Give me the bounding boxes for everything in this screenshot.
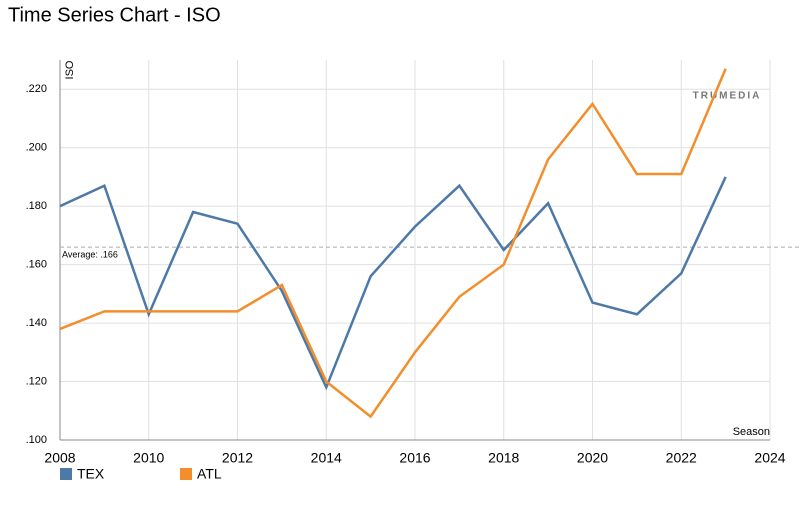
- x-tick-label: 2024: [754, 450, 785, 466]
- x-tick-label: 2014: [311, 450, 342, 466]
- x-tick-label: 2012: [222, 450, 253, 466]
- series-line: [59, 68, 727, 419]
- y-tick-label: .220: [26, 83, 47, 95]
- y-axis-title: ISO: [64, 60, 76, 79]
- x-tick-label: 2022: [666, 450, 697, 466]
- series-line: [59, 176, 727, 391]
- legend-swatch: [180, 468, 192, 480]
- legend-swatch: [60, 468, 72, 480]
- y-tick-label: .160: [26, 259, 47, 271]
- x-tick-label: 2020: [577, 450, 608, 466]
- y-tick-label: .180: [26, 200, 47, 212]
- x-tick-label: 2010: [133, 450, 164, 466]
- x-tick-label: 2018: [488, 450, 519, 466]
- x-tick-label: 2008: [44, 450, 75, 466]
- watermark: TRUMEDIA: [693, 91, 762, 102]
- y-tick-label: .100: [26, 434, 47, 446]
- chart-title: Time Series Chart - ISO: [8, 4, 221, 26]
- legend-label: TEX: [77, 466, 105, 482]
- average-label: Average: .166: [62, 249, 118, 259]
- y-tick-label: .200: [26, 142, 47, 154]
- x-axis-title: Season: [733, 426, 770, 438]
- legend-label: ATL: [197, 466, 222, 482]
- x-tick-label: 2016: [399, 450, 430, 466]
- y-tick-label: .140: [26, 317, 47, 329]
- y-tick-label: .120: [26, 375, 47, 387]
